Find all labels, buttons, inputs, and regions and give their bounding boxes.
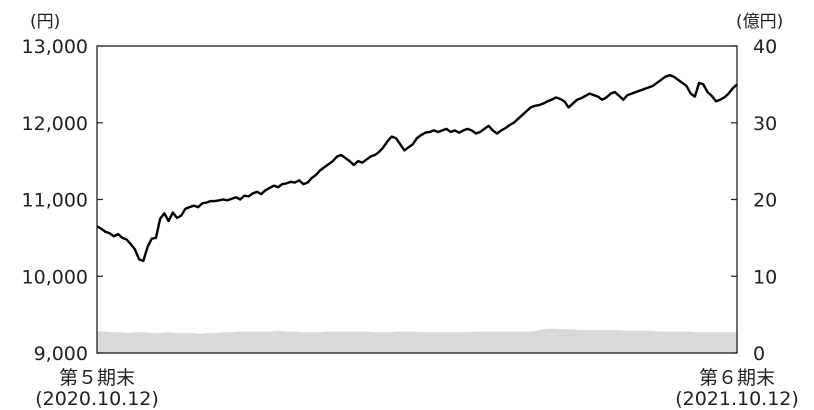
right-axis-unit: (億円) (736, 12, 783, 32)
right-tick-label: 40 (753, 36, 777, 58)
price-line (96, 73, 738, 263)
left-tick-label: 12,000 (22, 113, 88, 135)
price-line-layer (96, 73, 738, 263)
right-tick-label: 10 (753, 266, 777, 288)
x-start-label-date: (2020.10.12) (35, 388, 159, 410)
left-tick-label: 11,000 (22, 190, 88, 212)
right-tick-label: 30 (753, 113, 777, 135)
right-tick-label: 0 (753, 343, 765, 365)
right-tick-label: 20 (753, 190, 777, 212)
left-tick-label: 9,000 (34, 343, 88, 365)
axis-ticks-layer: 9,000 10,000 11,000 12,000 13,000 0 10 20 30 40 (22, 36, 778, 365)
plot-frame (96, 45, 738, 354)
plot-frame-layer (96, 45, 738, 354)
x-end-label-date: (2021.10.12) (675, 388, 799, 410)
left-tick-label: 10,000 (22, 266, 88, 288)
net-assets-area-layer (97, 328, 737, 353)
left-tick-label: 13,000 (22, 36, 88, 58)
left-axis-unit: (円) (30, 12, 60, 32)
x-end-label-period: 第６期末 (699, 367, 775, 389)
net-assets-area (97, 328, 737, 353)
x-start-label-period: 第５期末 (59, 367, 135, 389)
